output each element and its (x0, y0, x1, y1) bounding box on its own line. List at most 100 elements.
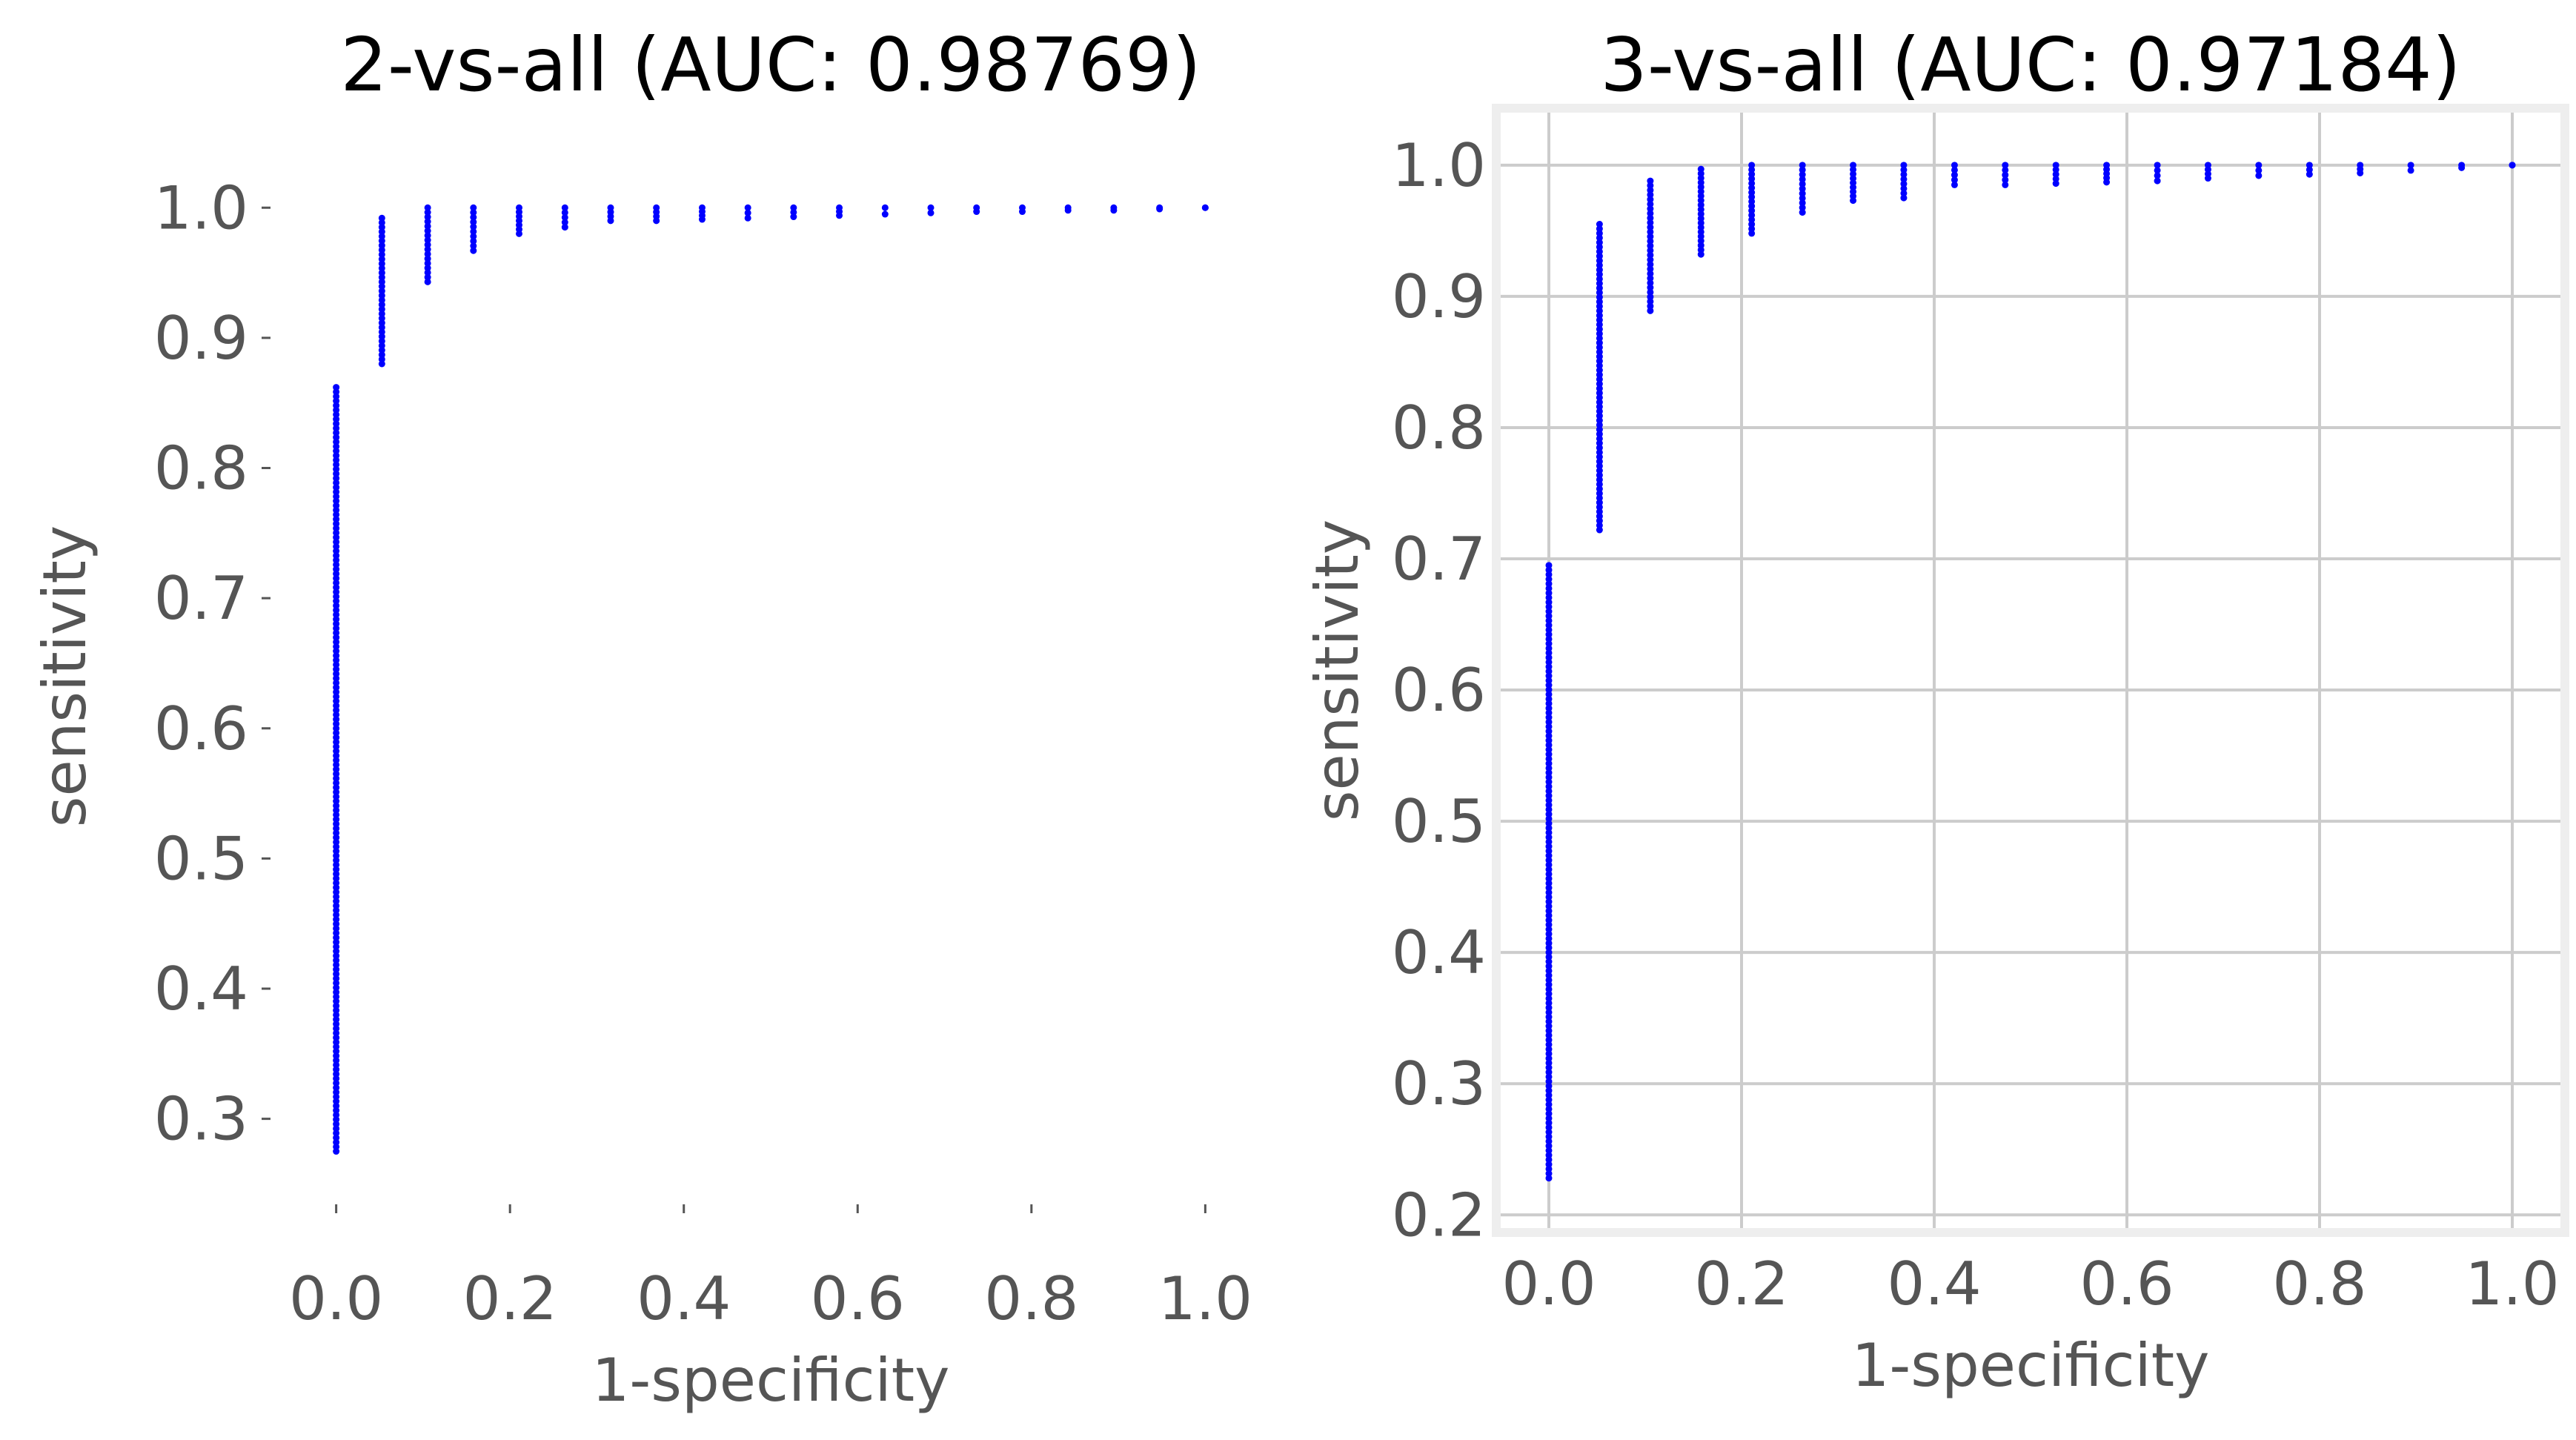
roc-point (1596, 385, 1603, 392)
roc-point (1596, 316, 1603, 324)
roc-point (2306, 166, 2313, 173)
roc-point (1545, 1009, 1553, 1016)
roc-point (1596, 367, 1603, 374)
roc-point (927, 209, 935, 216)
roc-point (1900, 185, 1908, 192)
roc-point (1596, 508, 1603, 515)
roc-point (1596, 298, 1603, 305)
roc-point (1545, 912, 1553, 919)
roc-point (1596, 357, 1603, 365)
roc-point (1545, 806, 1553, 813)
roc-point (1596, 330, 1603, 337)
roc-point (1545, 1027, 1553, 1035)
roc-point (1596, 503, 1603, 511)
roc-point (1799, 199, 1806, 207)
roc-point (881, 210, 889, 218)
roc-point (424, 259, 431, 267)
roc-point (1545, 834, 1553, 841)
roc-point (1799, 209, 1806, 216)
roc-point (1596, 257, 1603, 265)
roc-point (1019, 204, 1026, 211)
y-tick-label: 0.9 (154, 304, 248, 373)
roc-point (1545, 981, 1553, 989)
plot-frame (1492, 104, 2569, 1237)
roc-point (1596, 293, 1603, 301)
roc-point (1596, 312, 1603, 319)
roc-point (1647, 187, 1654, 194)
roc-point (2407, 167, 2414, 174)
roc-point (1545, 1124, 1553, 1131)
roc-point (1545, 1036, 1553, 1043)
y-tick-label: 0.5 (154, 824, 248, 893)
roc-point (1545, 1018, 1553, 1025)
roc-point (424, 273, 431, 281)
roc-point (1951, 181, 1958, 188)
roc-point (1951, 171, 1958, 179)
roc-point (470, 209, 477, 216)
roc-point (470, 233, 477, 240)
roc-point (1596, 234, 1603, 242)
roc-point (1156, 204, 1163, 211)
roc-point (2002, 162, 2009, 169)
roc-point (1545, 723, 1553, 730)
roc-point (1647, 256, 1654, 263)
roc-point (1596, 380, 1603, 388)
roc-point (1647, 196, 1654, 203)
roc-point (2052, 166, 2059, 173)
y-axis-label: sensitivity (30, 525, 99, 827)
roc-point (1596, 353, 1603, 360)
roc-point (2357, 162, 2364, 169)
roc-point (1596, 444, 1603, 451)
roc-point (1545, 907, 1553, 915)
roc-point (653, 204, 660, 211)
roc-point (1647, 279, 1654, 287)
roc-point (1647, 270, 1654, 277)
roc-point (1545, 571, 1553, 578)
roc-point (1545, 663, 1553, 671)
roc-point (1596, 325, 1603, 333)
roc-point (2204, 162, 2211, 169)
roc-point (561, 209, 568, 216)
roc-point (424, 236, 431, 244)
roc-point (1545, 599, 1553, 606)
roc-point (1596, 408, 1603, 415)
roc-point (1545, 940, 1553, 947)
roc-point (2306, 162, 2313, 169)
roc-point (1545, 1138, 1553, 1145)
y-tick-label: 1.0 (154, 173, 248, 242)
roc-point (1545, 774, 1553, 781)
roc-point (1545, 769, 1553, 777)
roc-point (1545, 1101, 1553, 1108)
roc-point (1799, 204, 1806, 211)
roc-point (1647, 251, 1654, 259)
roc-point (1799, 171, 1806, 179)
roc-point (1596, 499, 1603, 506)
roc-point (2255, 172, 2263, 179)
roc-point (1545, 1156, 1553, 1164)
roc-point (1596, 321, 1603, 328)
roc-point (1647, 288, 1654, 296)
chart-title: 2-vs-all (AUC: 0.98769) (340, 21, 1201, 108)
roc-point (1545, 566, 1553, 574)
roc-point (424, 209, 431, 216)
roc-point (927, 204, 935, 211)
roc-point (1596, 431, 1603, 438)
roc-point (1545, 635, 1553, 643)
roc-point (1545, 824, 1553, 832)
y-tick-label: 0.7 (1392, 525, 1486, 594)
roc-point (1545, 880, 1553, 887)
roc-point (515, 204, 522, 211)
roc-point (1596, 471, 1603, 479)
roc-point (424, 246, 431, 253)
roc-point (1545, 1059, 1553, 1066)
roc-point (2255, 167, 2263, 174)
roc-point (1647, 214, 1654, 222)
roc-point (1545, 999, 1553, 1006)
roc-point (1596, 399, 1603, 406)
roc-point (1545, 811, 1553, 818)
roc-point (1545, 585, 1553, 592)
roc-point (1900, 170, 1908, 178)
roc-point (561, 224, 568, 231)
roc-point (1596, 280, 1603, 288)
y-tick-label: 0.6 (154, 694, 248, 763)
